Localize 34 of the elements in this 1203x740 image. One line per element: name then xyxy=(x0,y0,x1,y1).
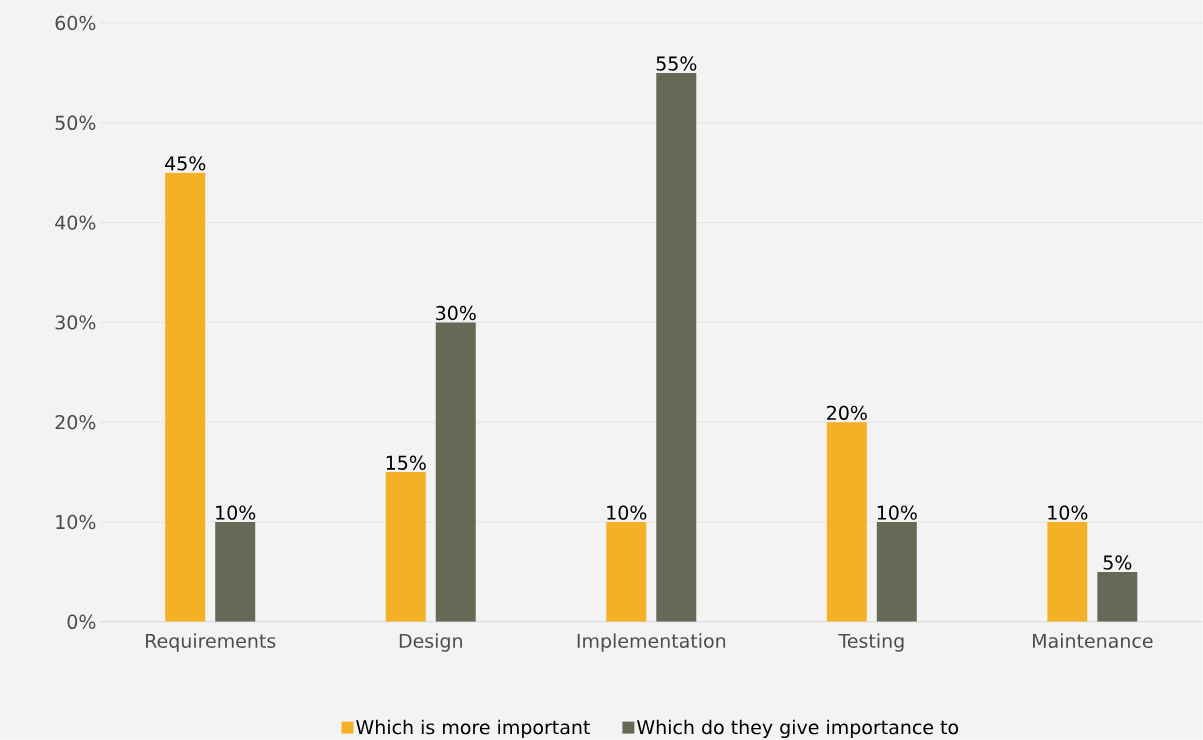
data-label: 10% xyxy=(216,505,256,520)
legend-label: Which do they give importance to xyxy=(637,719,959,739)
x-tick-label: Requirements xyxy=(146,633,276,652)
data-label: 30% xyxy=(436,305,476,321)
data-label: 10% xyxy=(607,505,647,520)
bar xyxy=(1047,522,1088,622)
bar xyxy=(656,73,697,622)
data-label: 15% xyxy=(386,455,426,471)
y-tick-label: 10% xyxy=(56,514,96,530)
x-tick-label: Maintenance xyxy=(1033,633,1153,649)
bar xyxy=(1097,572,1138,622)
data-label: 5% xyxy=(1103,555,1132,570)
y-tick-label: 40% xyxy=(55,215,96,230)
data-label: 45% xyxy=(165,156,206,171)
y-tick-label: 0% xyxy=(67,614,96,630)
legend-label: Which is more important xyxy=(356,719,590,739)
bar xyxy=(826,422,867,622)
y-tick-label: 20% xyxy=(55,415,96,430)
bar xyxy=(165,172,206,622)
y-tick-label: 60% xyxy=(55,15,96,31)
x-tick-label: Implementation xyxy=(577,633,726,652)
bar xyxy=(876,522,917,622)
x-tick-label: Design xyxy=(399,633,462,652)
data-label: 10% xyxy=(877,505,917,520)
bar xyxy=(385,472,426,622)
y-tick-label: 50% xyxy=(55,115,96,131)
y-tick-label: 30% xyxy=(55,315,96,330)
data-label: 20% xyxy=(827,405,867,421)
bar xyxy=(606,522,647,622)
data-label: 10% xyxy=(1048,505,1088,520)
data-label: 55% xyxy=(656,56,697,71)
x-tick-label: Testing xyxy=(838,633,904,652)
bar xyxy=(215,522,256,622)
bar xyxy=(435,322,476,622)
